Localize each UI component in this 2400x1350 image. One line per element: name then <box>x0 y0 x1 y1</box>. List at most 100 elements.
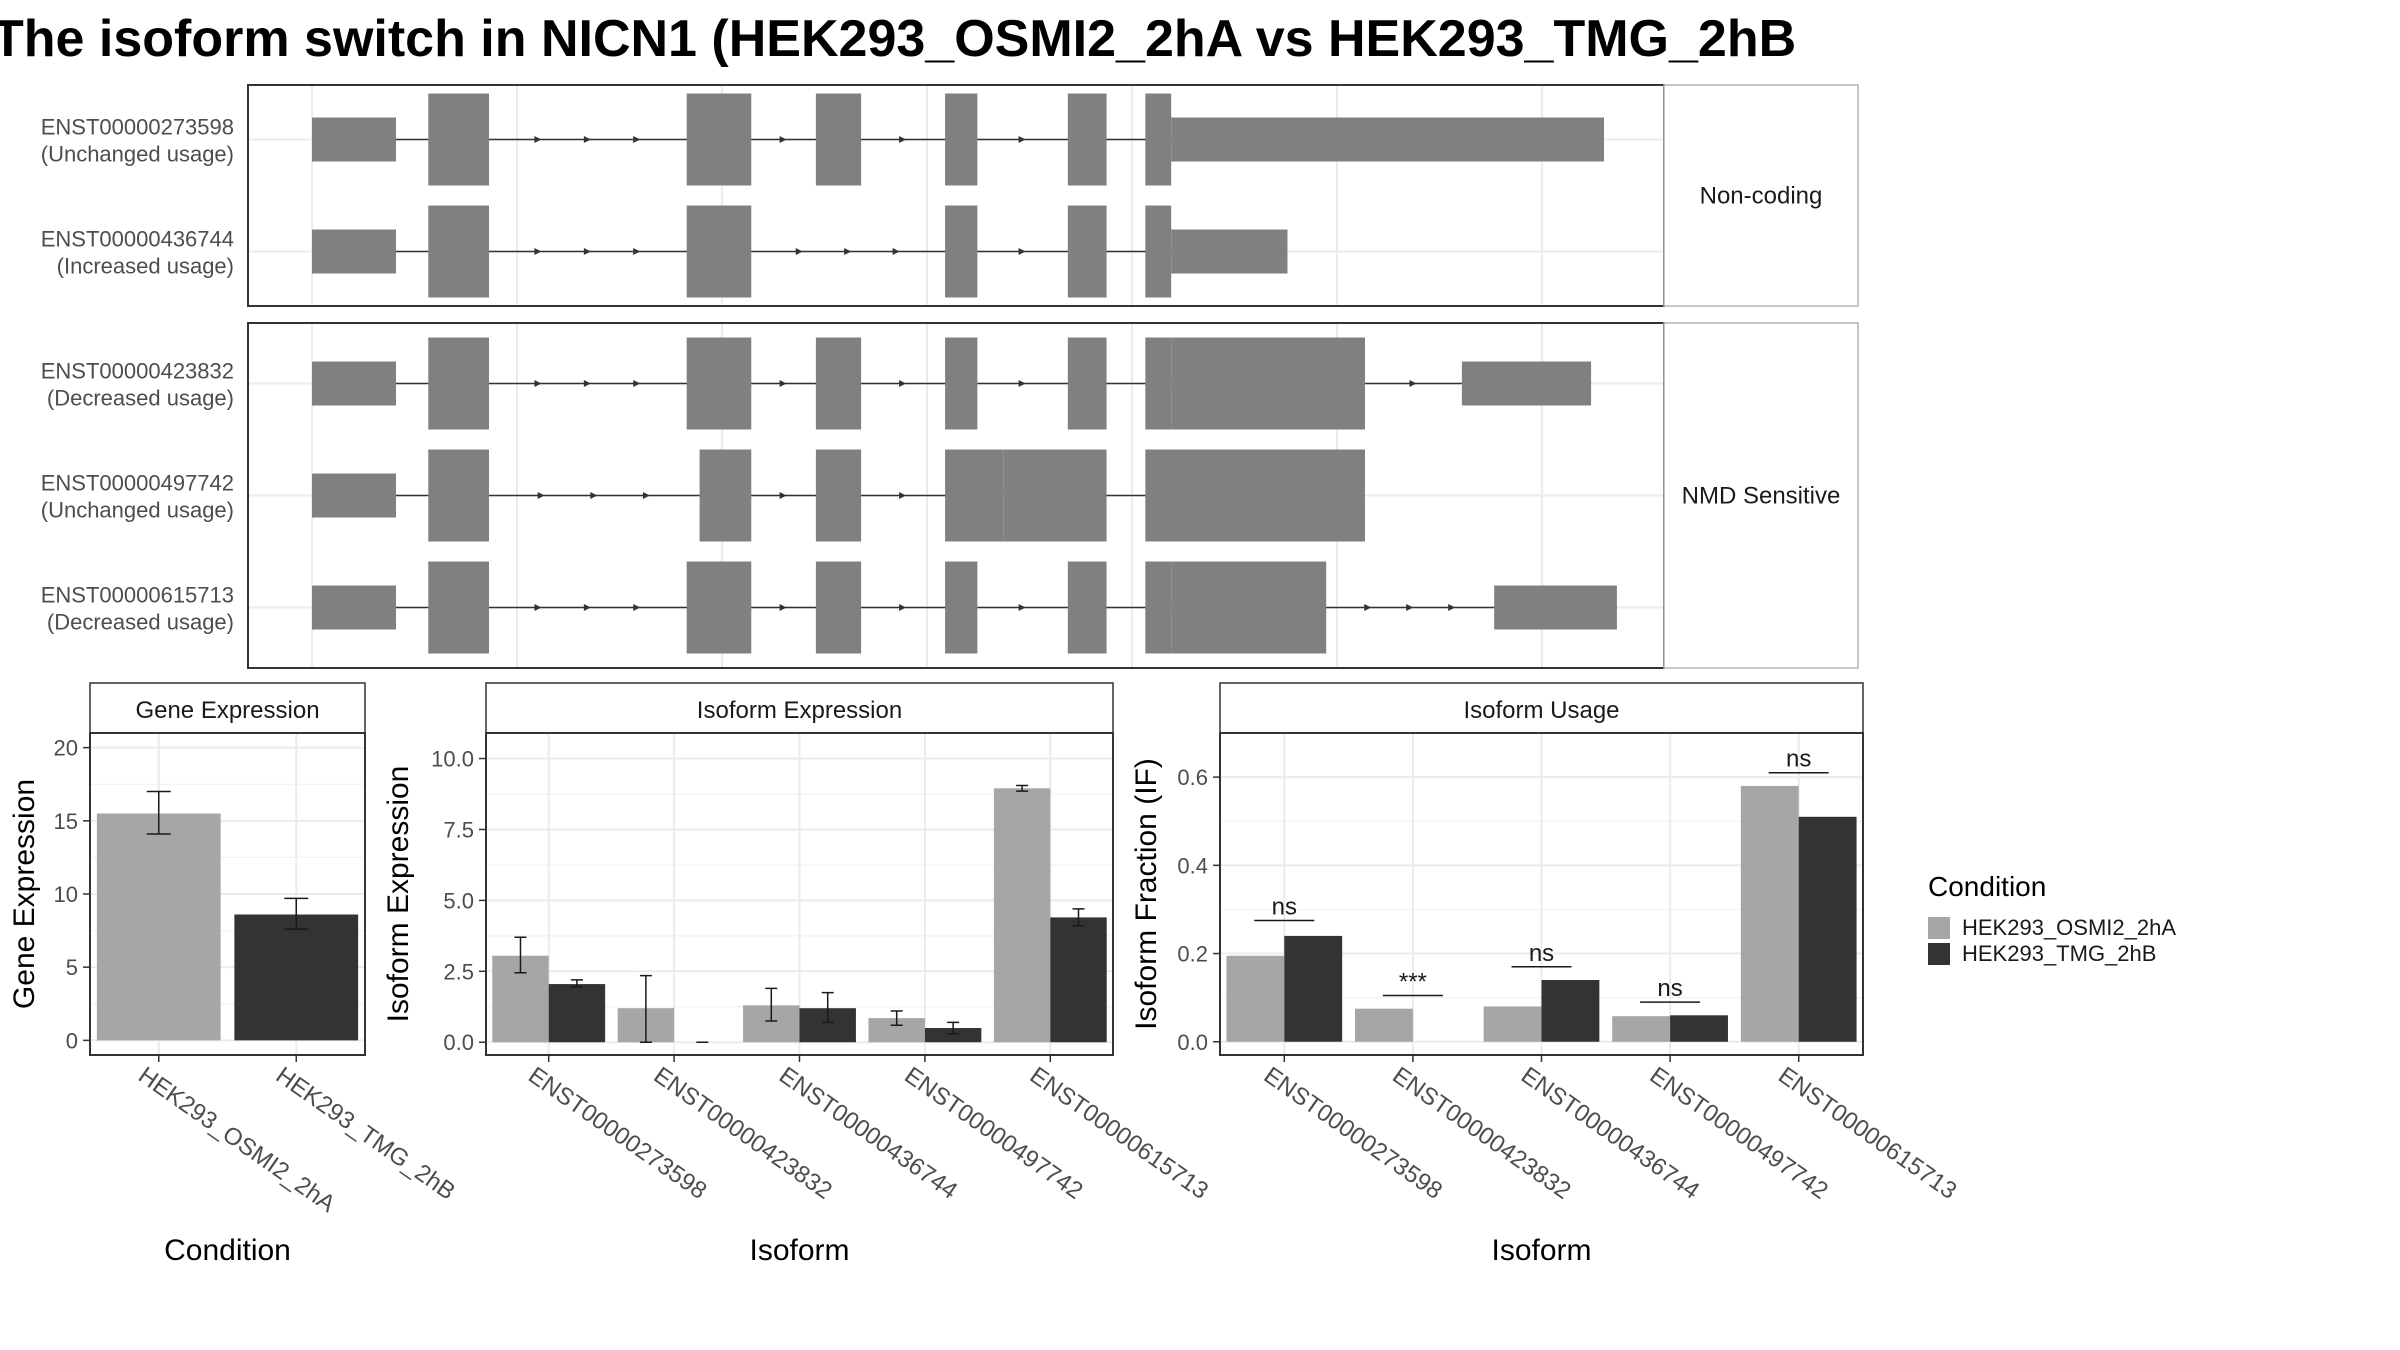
group-strip-label: Non-coding <box>1700 183 1823 210</box>
intron-arrow <box>1448 604 1456 611</box>
exon <box>428 449 490 542</box>
exon <box>815 337 862 430</box>
bar <box>1670 1015 1728 1042</box>
bar <box>548 984 606 1043</box>
exon <box>312 585 396 630</box>
bar <box>1050 917 1107 1043</box>
exon <box>428 205 490 298</box>
intron-arrow <box>1406 604 1414 611</box>
intron-arrow <box>899 604 907 611</box>
exon <box>686 205 752 298</box>
exon <box>1067 93 1107 186</box>
intron-arrow <box>899 136 907 143</box>
error-bar <box>890 1010 903 1026</box>
exon <box>1171 117 1604 162</box>
bar <box>96 813 221 1041</box>
intron-arrow <box>583 604 591 611</box>
intron-arrow <box>779 604 787 611</box>
group-strip-label: NMD Sensitive <box>1682 483 1841 510</box>
exon <box>312 229 396 274</box>
exon <box>428 93 490 186</box>
panel-border <box>89 732 366 1056</box>
exon <box>686 337 752 430</box>
y-tick-label: 20 <box>54 736 78 761</box>
exon <box>1067 561 1107 654</box>
x-axis-title: Condition <box>164 1234 291 1267</box>
exon <box>945 449 1004 542</box>
transcript-usage-label: (Decreased usage) <box>47 610 234 635</box>
exon <box>1145 561 1172 654</box>
y-tick-label: 7.5 <box>443 817 474 842</box>
intron-arrow <box>1018 604 1026 611</box>
intron-arrow <box>899 380 907 387</box>
error-bar <box>570 979 583 988</box>
group-strip <box>1663 84 1859 307</box>
intron-arrow <box>779 492 787 499</box>
bar <box>1226 955 1285 1042</box>
significance-label: ns <box>1529 940 1554 967</box>
intron-arrow <box>590 492 598 499</box>
main-title: The isoform switch in NICN1 (HEK293_OSMI… <box>0 10 1796 68</box>
significance-label: *** <box>1399 968 1427 995</box>
intron-arrow <box>534 136 542 143</box>
y-tick-label: 0.2 <box>1177 942 1208 967</box>
intron-arrow <box>795 248 803 255</box>
intron-arrow <box>534 248 542 255</box>
panel-strip <box>485 682 1114 734</box>
y-axis-title: Isoform Fraction (IF) <box>1130 758 1163 1030</box>
y-tick-label: 10 <box>54 882 78 907</box>
exon <box>815 93 862 186</box>
exon <box>428 561 490 654</box>
legend-label-a: HEK293_OSMI2_2hA <box>1962 915 2176 940</box>
exon <box>945 337 978 430</box>
legend-swatch-b <box>1928 943 1950 965</box>
error-bar <box>947 1021 960 1035</box>
y-tick-label: 0.4 <box>1177 853 1208 878</box>
intron-arrow <box>642 492 650 499</box>
exon <box>686 561 752 654</box>
intron-arrow <box>1018 248 1026 255</box>
error-bar <box>765 987 778 1022</box>
transcript-usage-label: (Unchanged usage) <box>41 498 234 523</box>
intron-arrow <box>633 136 641 143</box>
intron-arrow <box>583 136 591 143</box>
error-bar <box>514 936 527 974</box>
legend-title: Condition <box>1928 871 2046 902</box>
panel-title: Isoform Usage <box>1463 697 1619 724</box>
exon <box>1494 585 1617 630</box>
legend-label-b: HEK293_TMG_2hB <box>1962 941 2156 966</box>
exon <box>1461 361 1592 406</box>
intron-arrow <box>633 248 641 255</box>
exon <box>1171 229 1288 274</box>
error-bar <box>1016 784 1029 792</box>
y-tick-label: 2.5 <box>443 959 474 984</box>
intron-arrow <box>534 380 542 387</box>
exon <box>815 561 862 654</box>
intron-arrow <box>537 492 545 499</box>
x-axis-title: Isoform <box>749 1234 849 1267</box>
exon <box>1003 449 1107 542</box>
bar <box>993 788 1051 1043</box>
transcript-usage-label: (Increased usage) <box>57 254 234 279</box>
exon <box>1171 337 1365 430</box>
bar <box>1355 1008 1413 1042</box>
intron-arrow <box>899 492 907 499</box>
exon <box>1067 337 1107 430</box>
exon <box>945 93 978 186</box>
transcript-id-label: ENST00000497742 <box>41 471 234 496</box>
intron-arrow <box>779 136 787 143</box>
panel-title: Gene Expression <box>135 697 319 724</box>
significance-label: ns <box>1657 975 1682 1002</box>
y-tick-label: 0.0 <box>1177 1030 1208 1055</box>
intron-arrow <box>633 380 641 387</box>
transcript-usage-label: (Decreased usage) <box>47 386 234 411</box>
intron-arrow <box>534 604 542 611</box>
bar <box>1798 816 1857 1042</box>
intron-arrow <box>1018 380 1026 387</box>
bar <box>1541 980 1600 1042</box>
exon <box>1145 449 1365 542</box>
transcript-usage-label: (Unchanged usage) <box>41 142 234 167</box>
y-tick-label: 0.6 <box>1177 765 1208 790</box>
bar <box>1483 1006 1542 1042</box>
